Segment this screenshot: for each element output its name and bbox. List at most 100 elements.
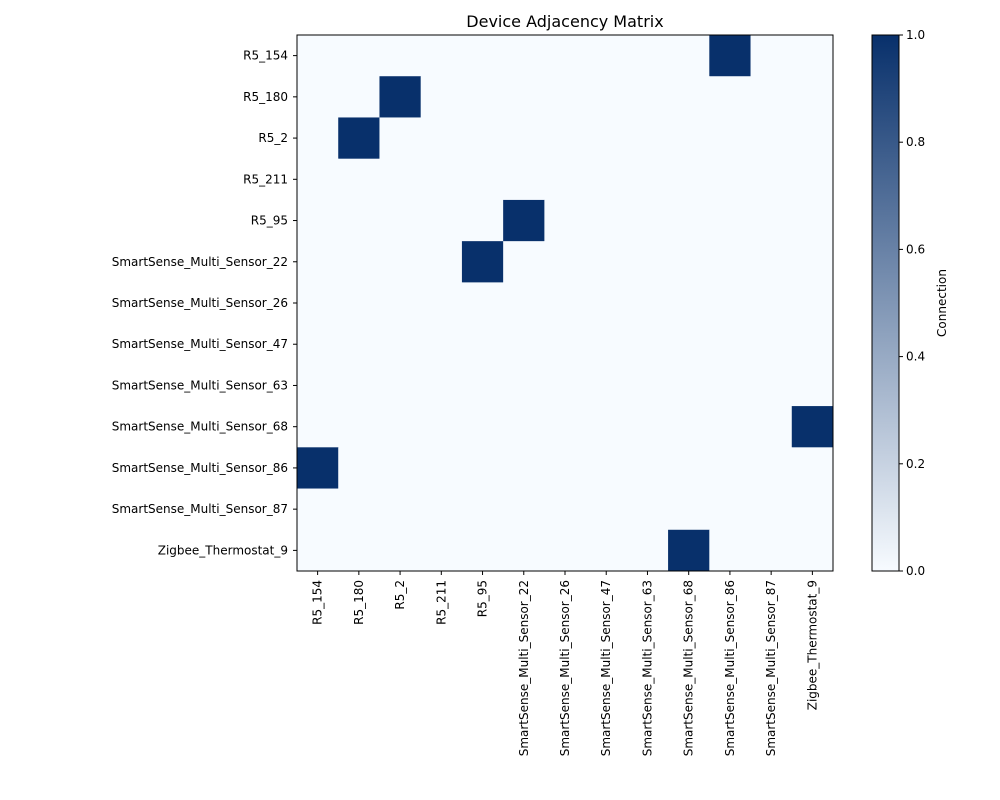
heatmap-cell: [585, 76, 628, 118]
heatmap-cell: [750, 323, 793, 366]
heatmap-cell: [791, 406, 834, 448]
heatmap-cell: [585, 282, 628, 325]
heatmap-cell: [709, 529, 751, 572]
heatmap-cell: [297, 35, 339, 77]
heatmap-cell: [503, 199, 545, 242]
heatmap-cell: [461, 447, 504, 489]
column-tick-label: R5_154: [311, 580, 325, 625]
heatmap-cell: [585, 406, 628, 448]
heatmap-cell: [544, 364, 587, 407]
heatmap-cell: [626, 35, 669, 77]
heatmap-cell: [626, 488, 669, 531]
heatmap-cell: [297, 241, 339, 283]
heatmap-cell: [668, 323, 710, 366]
heatmap-cell: [709, 158, 751, 201]
heatmap-cell: [379, 323, 422, 366]
heatmap-cell: [379, 117, 422, 160]
row-tick-label: SmartSense_Multi_Sensor_68: [112, 420, 288, 434]
heatmap-cell: [461, 323, 504, 366]
heatmap-cell: [420, 488, 463, 531]
heatmap-cell: [420, 35, 463, 77]
heatmap-cells: [297, 35, 834, 572]
colorbar-label: Connection: [935, 269, 949, 337]
column-tick-label: Zigbee_Thermostat_9: [805, 580, 819, 710]
heatmap-cell: [503, 323, 545, 366]
heatmap-cell: [626, 447, 669, 489]
heatmap-cell: [668, 76, 710, 118]
heatmap-cell: [709, 76, 751, 118]
colorbar-tick-label: 0.2: [906, 457, 925, 471]
column-tick-label: SmartSense_Multi_Sensor_68: [682, 580, 696, 756]
heatmap-cell: [626, 158, 669, 201]
heatmap-cell: [461, 282, 504, 325]
heatmap-cell: [791, 447, 834, 489]
heatmap-cell: [297, 199, 339, 242]
heatmap-cell: [503, 364, 545, 407]
heatmap-cell: [297, 76, 339, 118]
heatmap-cell: [791, 35, 834, 77]
heatmap-cell: [503, 117, 545, 160]
heatmap-cell: [791, 76, 834, 118]
heatmap-cell: [750, 364, 793, 407]
column-tick-label: SmartSense_Multi_Sensor_47: [599, 580, 613, 756]
heatmap-cell: [668, 35, 710, 77]
heatmap-cell: [791, 158, 834, 201]
heatmap-cell: [297, 529, 339, 572]
column-tick-label: R5_211: [434, 580, 448, 625]
heatmap-cell: [791, 241, 834, 283]
heatmap-cell: [668, 199, 710, 242]
heatmap-cell: [420, 199, 463, 242]
heatmap-cell: [791, 488, 834, 531]
heatmap-cell: [668, 488, 710, 531]
heatmap-cell: [420, 406, 463, 448]
heatmap-cell: [297, 447, 339, 489]
heatmap-cell: [461, 364, 504, 407]
heatmap-cell: [297, 282, 339, 325]
row-tick-label: SmartSense_Multi_Sensor_26: [112, 296, 288, 310]
heatmap-cell: [668, 529, 710, 572]
row-tick-label: Zigbee_Thermostat_9: [158, 543, 288, 557]
column-tick-label: SmartSense_Multi_Sensor_87: [764, 580, 778, 756]
heatmap-cell: [750, 282, 793, 325]
heatmap-cell: [750, 406, 793, 448]
heatmap-cell: [338, 447, 380, 489]
heatmap-cell: [544, 282, 587, 325]
heatmap-cell: [379, 158, 422, 201]
heatmap-cell: [338, 35, 380, 77]
row-tick-label: R5_2: [258, 131, 288, 145]
heatmap-cell: [420, 76, 463, 118]
heatmap-cell: [379, 241, 422, 283]
heatmap-cell: [297, 117, 339, 160]
heatmap-cell: [585, 35, 628, 77]
heatmap-cell: [585, 199, 628, 242]
heatmap-cell: [544, 199, 587, 242]
row-axis: R5_154 R5_180 R5_2 R5_211 R5_95 SmartSense_Mu…: [112, 49, 297, 557]
heatmap-cell: [379, 488, 422, 531]
heatmap-cell: [585, 529, 628, 572]
heatmap-cell: [626, 364, 669, 407]
row-tick-label: SmartSense_Multi_Sensor_86: [112, 461, 288, 475]
heatmap-cell: [338, 158, 380, 201]
heatmap-cell: [544, 35, 587, 77]
heatmap-cell: [379, 529, 422, 572]
heatmap-cell: [668, 241, 710, 283]
heatmap-cell: [750, 447, 793, 489]
heatmap-cell: [585, 158, 628, 201]
heatmap-cell: [668, 406, 710, 448]
column-tick-label: SmartSense_Multi_Sensor_63: [640, 580, 654, 756]
heatmap-cell: [379, 35, 422, 77]
row-tick-label: SmartSense_Multi_Sensor_47: [112, 337, 288, 351]
row-tick-label: SmartSense_Multi_Sensor_87: [112, 502, 288, 516]
heatmap-cell: [503, 488, 545, 531]
heatmap-cell: [668, 117, 710, 160]
heatmap-cell: [668, 447, 710, 489]
heatmap-cell: [626, 406, 669, 448]
heatmap-cell: [461, 241, 504, 283]
heatmap-cell: [461, 158, 504, 201]
heatmap-cell: [379, 406, 422, 448]
row-tick-label: R5_154: [243, 49, 288, 63]
row-tick-label: R5_211: [243, 172, 288, 186]
heatmap-cell: [503, 529, 545, 572]
heatmap-cell: [461, 199, 504, 242]
row-tick-label: R5_95: [251, 214, 288, 228]
